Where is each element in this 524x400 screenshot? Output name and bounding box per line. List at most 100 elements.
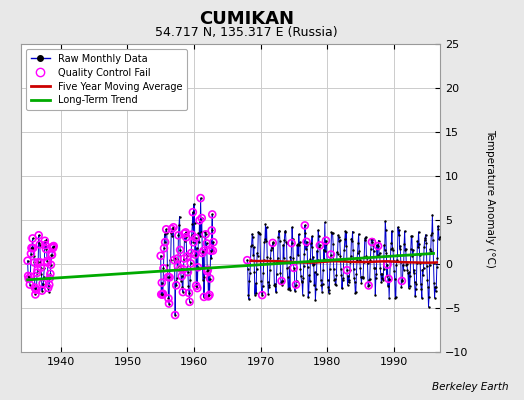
Point [299, 275, 308, 281]
Point [320, 256, 329, 262]
Point [269, 239, 277, 246]
Point [394, 252, 402, 258]
Point [423, 263, 431, 270]
Point [247, 242, 256, 248]
Point [166, 274, 174, 280]
Point [46, 271, 54, 277]
Point [179, 289, 187, 295]
Point [36, 241, 44, 248]
Point [261, 221, 270, 228]
Point [43, 258, 51, 264]
Point [275, 228, 283, 234]
Point [341, 236, 349, 242]
Point [353, 257, 361, 264]
Point [258, 292, 266, 298]
Point [408, 233, 416, 239]
Point [194, 264, 202, 270]
Point [318, 281, 326, 288]
Point [368, 239, 376, 245]
Point [314, 227, 322, 233]
Point [181, 229, 190, 236]
Point [26, 273, 35, 280]
Text: CUMIKAN: CUMIKAN [199, 10, 294, 28]
Point [199, 248, 208, 254]
Point [199, 277, 207, 283]
Point [243, 257, 252, 263]
Point [206, 275, 214, 282]
Point [157, 291, 166, 298]
Point [349, 247, 357, 254]
Point [47, 262, 55, 268]
Point [202, 247, 210, 253]
Point [385, 276, 393, 282]
Point [325, 286, 333, 293]
Point [426, 246, 434, 252]
Point [283, 265, 291, 272]
Point [410, 279, 419, 285]
Point [35, 232, 43, 238]
Point [49, 245, 57, 251]
Point [421, 234, 429, 241]
Point [351, 279, 359, 285]
Point [268, 240, 277, 246]
Point [386, 259, 395, 265]
Point [327, 251, 335, 258]
Point [206, 248, 215, 254]
Point [356, 257, 364, 263]
Point [389, 258, 398, 264]
Point [44, 285, 52, 291]
Point [189, 239, 198, 246]
Point [370, 265, 378, 271]
Point [36, 259, 45, 266]
Point [179, 289, 187, 295]
Point [310, 261, 318, 268]
Point [180, 230, 189, 237]
Point [49, 243, 58, 249]
Point [334, 234, 343, 241]
Point [375, 253, 384, 259]
Point [277, 278, 286, 284]
Point [343, 282, 352, 288]
Point [381, 218, 389, 224]
Point [293, 242, 301, 248]
Point [266, 255, 275, 262]
Point [362, 252, 370, 259]
Point [188, 232, 196, 238]
Point [401, 246, 409, 253]
Point [179, 266, 188, 272]
Point [307, 240, 315, 246]
Point [30, 259, 38, 266]
Point [43, 260, 52, 266]
Point [322, 237, 330, 244]
Point [200, 294, 208, 300]
Point [292, 278, 301, 284]
Point [191, 235, 200, 241]
Point [177, 265, 185, 272]
Point [38, 288, 46, 294]
Point [297, 273, 305, 280]
Point [354, 231, 363, 237]
Point [367, 236, 376, 242]
Point [263, 254, 271, 260]
Point [187, 250, 195, 256]
Point [252, 290, 260, 296]
Point [160, 231, 169, 237]
Point [392, 262, 400, 268]
Point [202, 240, 211, 247]
Point [382, 250, 390, 256]
Point [379, 266, 388, 272]
Point [339, 275, 347, 281]
Point [368, 239, 376, 245]
Point [395, 227, 403, 233]
Point [412, 281, 420, 287]
Point [303, 264, 312, 270]
Point [299, 292, 307, 298]
Point [184, 269, 192, 275]
Point [399, 267, 408, 273]
Point [312, 271, 321, 278]
Point [251, 291, 259, 298]
Point [359, 274, 367, 280]
Point [319, 281, 327, 288]
Point [391, 294, 400, 300]
Point [165, 300, 173, 307]
